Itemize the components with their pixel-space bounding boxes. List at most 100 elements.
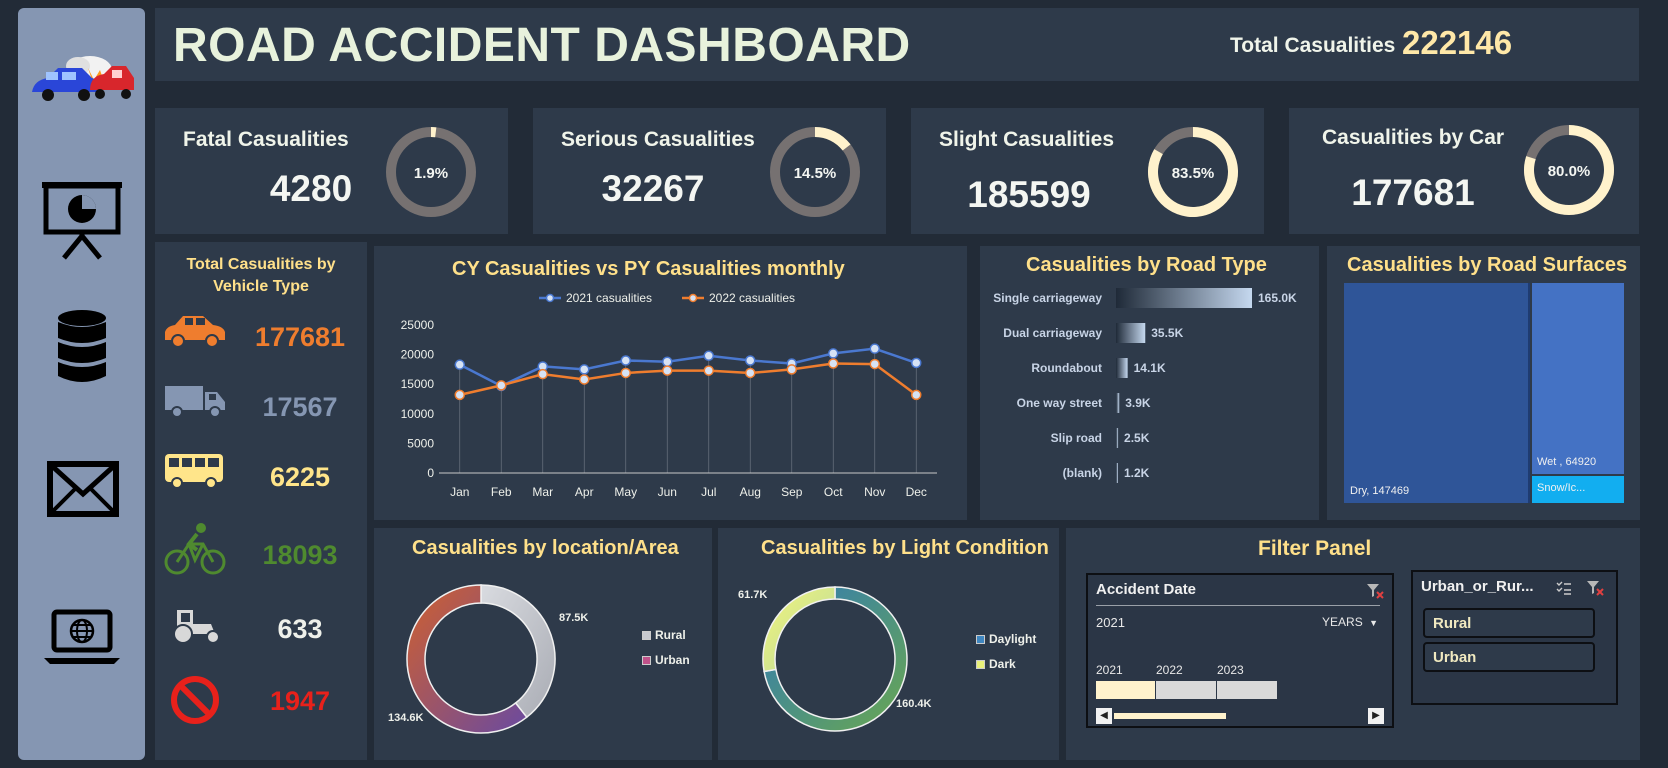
donut-percent: 14.5% [794,165,837,182]
road-type-panel: Casualities by Road Type Single carriage… [980,246,1319,520]
scroll-left-button[interactable]: ◀ [1096,708,1112,724]
category-label: One way street [1017,396,1102,410]
timeline-year-2023[interactable] [1217,681,1277,699]
chart-title: Casualities by Light Condition [761,537,1049,559]
bicycle-icon [164,523,226,575]
y-tick-label: 25000 [401,318,435,332]
location-panel: Casualities by location/Area 87.5K 134.6K… [374,528,712,760]
kpi-label: Slight Casualities [939,128,1115,151]
data-label: 165.0K [1258,291,1297,305]
legend-swatch [642,631,651,641]
kpi-card-serious: Serious Casualities 32267 14.5% [533,108,886,234]
filter-panel: Filter Panel Accident Date 2021 YEARS ▼ … [1066,528,1640,760]
data-point [454,389,465,401]
vehicle-title-line2: Vehicle Type [213,278,309,295]
mail-icon[interactable] [40,444,124,528]
accident-date-slicer[interactable]: Accident Date 2021 YEARS ▼ 2021 2022 202… [1086,573,1394,728]
vehicle-row-bus: 6225 [163,450,353,506]
data-point [662,356,673,367]
data-point [745,355,756,366]
legend-marker [688,293,698,303]
slicer-title: Accident Date [1096,581,1197,598]
bar [1116,288,1252,308]
legend-urban: Urban [642,653,690,667]
total-casualties-label: Total Casualities [1230,34,1396,57]
bar [1116,428,1119,448]
vehicle-row-bicycle: 18093 [163,522,353,578]
x-tick-label: Dec [906,485,927,499]
clear-filter-icon[interactable] [1586,580,1604,596]
data-point [579,364,590,375]
no-entry-icon [171,676,219,724]
filter-panel-title: Filter Panel [1258,537,1372,560]
data-label: 2.5K [1124,431,1150,445]
sidebar [18,8,145,760]
slice-label: 134.6K [388,712,424,724]
slicer-option-rural[interactable]: Rural [1423,608,1595,638]
kpi-label: Fatal Casualities [183,128,349,151]
treemap-cell-wet[interactable]: Wet , 64920 [1532,283,1624,474]
road-surface-panel: Casualities by Road Surfaces Dry, 147469… [1327,246,1640,520]
slice-label: 87.5K [559,612,588,624]
treemap-label: Dry, 147469 [1350,485,1410,497]
vehicle-row-truck: 17567 [163,380,353,436]
x-tick-label: Apr [575,485,594,499]
crash-cars-icon[interactable] [28,48,136,114]
data-point [579,374,590,385]
title-bar: ROAD ACCIDENT DASHBOARD Total Casualitie… [155,8,1639,81]
timeline-year-2022[interactable] [1156,681,1216,699]
category-label: (blank) [1063,466,1102,480]
x-tick-label: Jun [658,485,677,499]
data-label: 35.5K [1151,326,1183,340]
series-line [459,362,917,397]
category-label: Roundabout [1031,361,1102,375]
year-label: 2022 [1156,663,1183,677]
data-point [662,365,673,376]
treemap-label: Wet , 64920 [1537,456,1597,468]
slicer-divider [1096,605,1380,606]
tractor-icon [173,610,220,644]
x-tick-label: May [614,485,637,499]
legend-marker [545,293,555,303]
category-label: Single carriageway [993,291,1102,305]
multi-select-icon[interactable] [1556,581,1572,595]
presentation-chart-icon[interactable] [40,178,124,262]
x-tick-label: Mar [532,485,553,499]
clear-filter-icon[interactable] [1366,583,1384,599]
donut-fill [815,127,851,151]
data-point [828,358,839,369]
y-tick-label: 15000 [401,377,435,391]
laptop-globe-icon[interactable] [40,598,124,682]
car-icon [165,316,225,348]
data-point [703,365,714,376]
bus-icon [165,454,223,489]
bar [1116,323,1146,343]
urban-rural-slicer[interactable]: Urban_or_Rur... Rural Urban [1411,570,1618,705]
data-point [786,364,797,375]
treemap-cell-dry[interactable]: Dry, 147469 [1344,283,1530,503]
x-tick-label: Nov [864,485,885,499]
treemap-cell-snow[interactable]: Snow/Ic... [1532,476,1624,503]
kpi-card-car: Casualities by Car 177681 80.0% [1289,108,1639,234]
date-unit-dropdown[interactable]: YEARS ▼ [1322,615,1378,629]
vehicle-row-other: 1947 [163,674,353,730]
database-icon[interactable] [40,306,124,390]
vehicle-row-tractor: 633 [163,602,353,658]
kpi-card-fatal: Fatal Casualities 4280 1.9% [155,108,508,234]
data-point [703,350,714,362]
y-tick-label: 10000 [401,407,435,421]
light-condition-donut-chart: 160.4K 61.7K [738,586,932,732]
total-casualties-value: 222146 [1402,24,1513,61]
scroll-right-button[interactable]: ▶ [1368,708,1384,724]
legend-dark: Dark [976,657,1016,671]
kpi-donut: 80.0% [1524,125,1614,215]
chart-title: Casualities by location/Area [412,537,679,559]
timeline-year-2021[interactable] [1096,681,1155,699]
slice-label: 160.4K [896,698,932,710]
chart-title: Casualities by Road Surfaces [1347,254,1628,276]
kpi-value: 185599 [967,174,1091,215]
timeline-scrollbar[interactable] [1114,713,1226,719]
slicer-title: Urban_or_Rur... [1421,578,1534,595]
donut-percent: 80.0% [1548,163,1591,180]
slicer-option-urban[interactable]: Urban [1423,642,1595,672]
